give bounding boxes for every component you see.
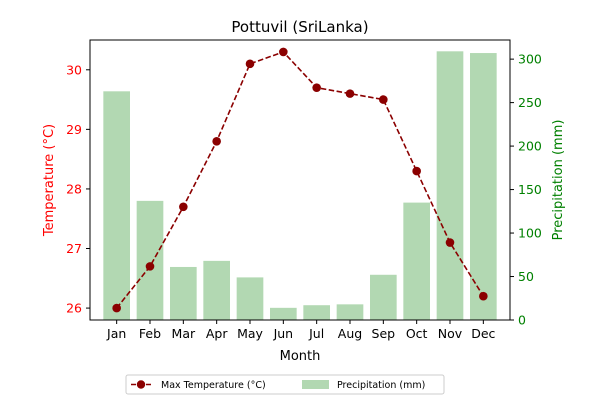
temperature-point	[445, 238, 455, 247]
x-tick-label: Sep	[372, 326, 396, 341]
x-axis-label: Month	[280, 349, 321, 364]
legend-bar-swatch	[302, 380, 329, 389]
x-tick-label: Dec	[471, 326, 495, 341]
x-tick-label: Jul	[308, 326, 324, 341]
x-tick-label: May	[237, 326, 263, 341]
precipitation-bar	[103, 91, 130, 320]
left-tick-label: 26	[66, 301, 82, 316]
axes: Jan Feb Mar Apr May Jun Jul Aug Sep Oct Nov Dec 26 27…	[66, 52, 542, 341]
temperature-point	[412, 166, 421, 176]
left-tick-label: 27	[66, 241, 82, 256]
temperature-point	[145, 262, 155, 271]
x-tick-label: Aug	[338, 326, 362, 341]
right-tick-label: 50	[518, 269, 534, 284]
precipitation-bar	[370, 274, 397, 320]
temperature-line	[116, 50, 485, 309]
precipitation-bar	[403, 202, 430, 320]
right-tick-label: 300	[518, 52, 542, 67]
temperature-point	[345, 89, 355, 98]
left-tick-label: 28	[66, 181, 82, 196]
legend-label-precipitation: Precipitation (mm)	[337, 380, 425, 391]
temperature-point	[212, 136, 221, 146]
temperature-point	[312, 83, 321, 92]
temperature-point	[279, 47, 288, 57]
right-tick-label: 100	[518, 226, 542, 241]
precipitation-bar	[203, 260, 230, 320]
chart-title: Pottuvil (SriLanka)	[231, 18, 368, 36]
precipitation-bar	[270, 307, 297, 320]
right-tick-label: 0	[518, 313, 526, 328]
legend-frame	[125, 374, 445, 395]
temperature-point	[479, 291, 488, 301]
left-tick-label: 29	[66, 122, 82, 137]
x-tick-label: Jan	[106, 326, 126, 341]
temperature-point	[112, 303, 121, 313]
legend-label-temperature: Max Temperature (°C)	[161, 380, 266, 391]
legend: Max Temperature (°C) Precipitation (mm)	[125, 374, 445, 395]
precipitation-bar	[303, 305, 330, 320]
legend-line-marker	[136, 380, 146, 389]
precipitation-bar	[170, 266, 197, 320]
right-axis-label: Precipitation (mm)	[551, 120, 566, 241]
temperature-point	[179, 202, 188, 212]
plot-area	[103, 47, 497, 320]
precipitation-bar	[236, 277, 264, 320]
precipitation-bar	[336, 304, 364, 320]
right-tick-label: 200	[518, 139, 542, 154]
x-tick-label: Apr	[206, 326, 228, 341]
x-tick-label: Nov	[438, 326, 463, 341]
x-tick-label: Feb	[139, 326, 161, 341]
temperature-point	[245, 59, 255, 69]
precipitation-bar	[470, 53, 497, 320]
left-axis-label: Temperature (°C)	[42, 124, 57, 237]
precipitation-bar	[136, 200, 164, 320]
left-tick-label: 30	[66, 62, 82, 77]
x-tick-label: Jun	[273, 326, 294, 341]
x-tick-label: Mar	[172, 326, 196, 341]
x-tick-label: Oct	[406, 326, 428, 341]
right-tick-label: 250	[518, 95, 542, 110]
temperature-point	[379, 95, 388, 104]
precipitation-bar	[436, 51, 464, 320]
right-tick-label: 150	[518, 182, 542, 197]
plot-frame	[89, 39, 511, 321]
